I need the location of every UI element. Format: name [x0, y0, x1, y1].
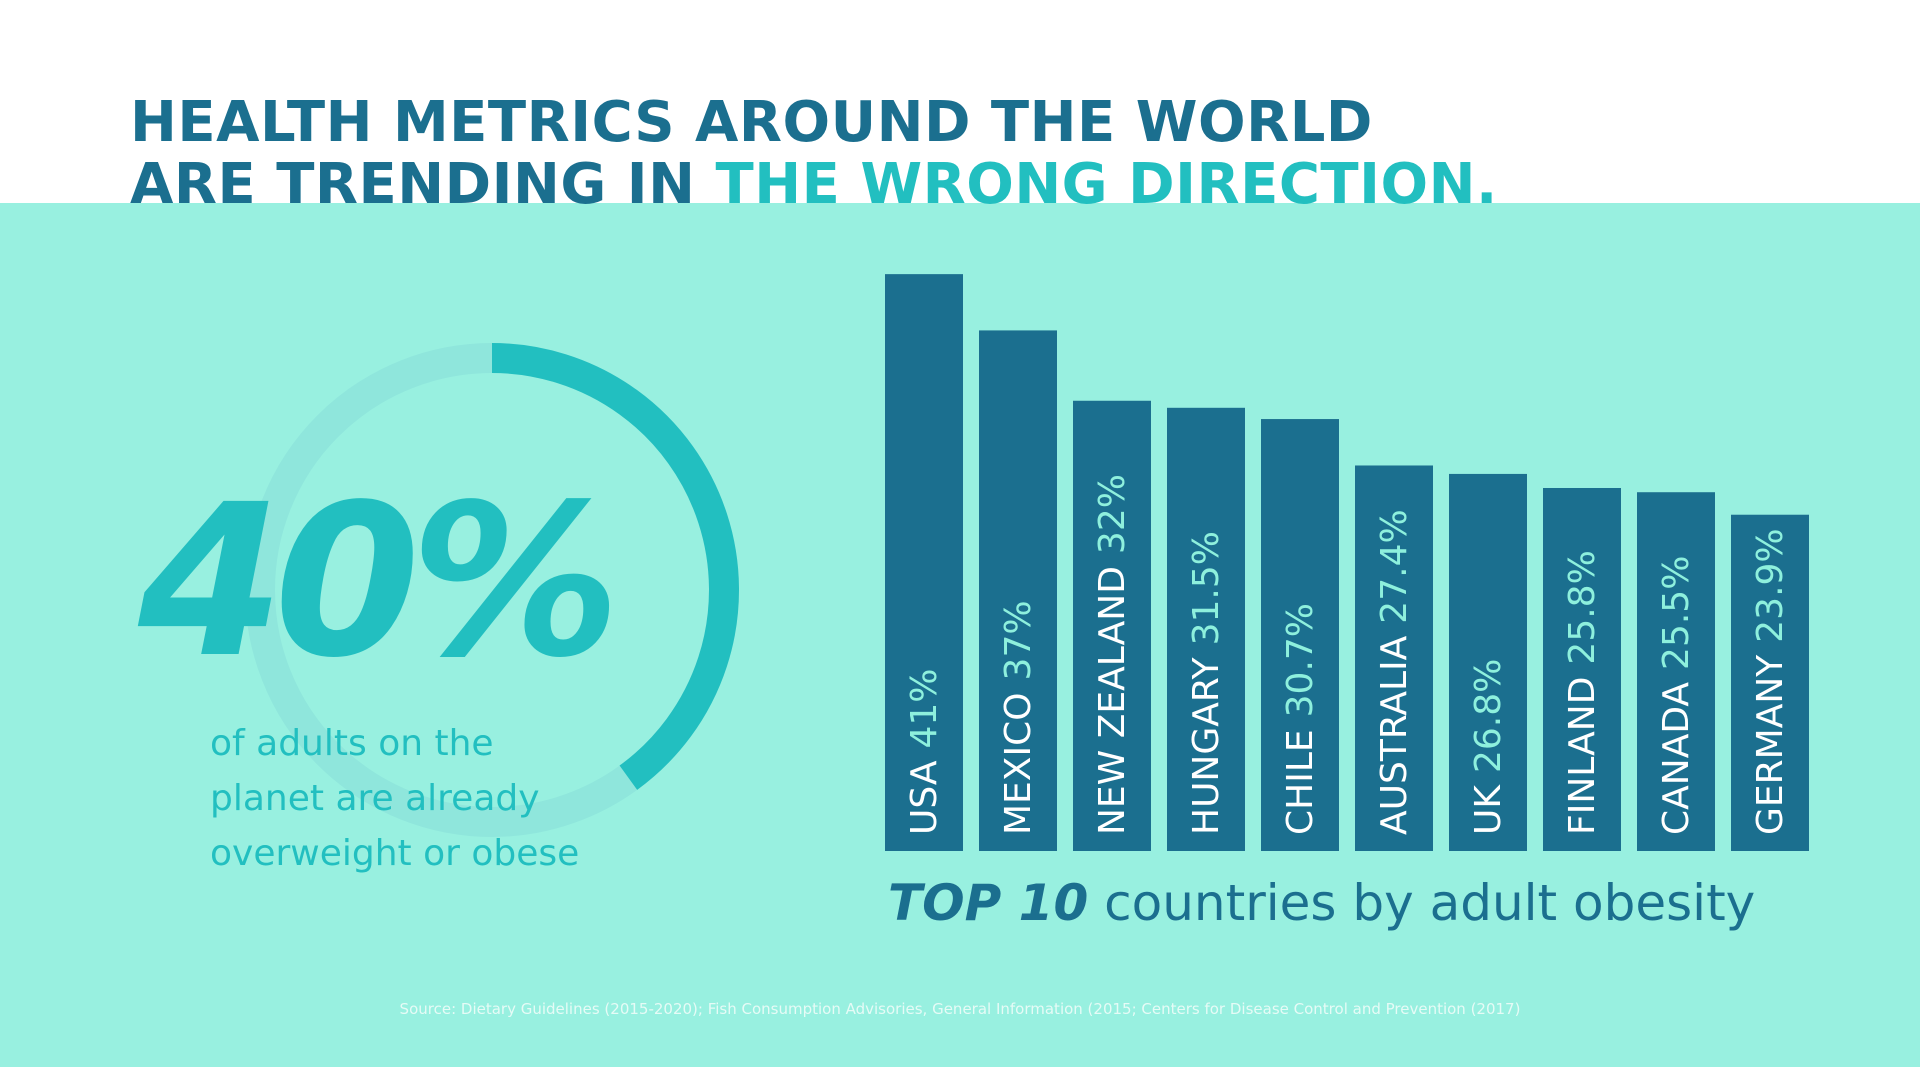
bar-label-uk: UK 26.8%: [1468, 659, 1509, 835]
bar-value-new-zealand: 32%: [1092, 474, 1133, 554]
headline-line-1: HEALTH METRICS AROUND THE WORLD: [130, 90, 1373, 155]
bar-new-zealand: [1073, 400, 1151, 851]
bar-category-new-zealand: NEW ZEALAND: [1092, 566, 1133, 835]
bar-category-canada: CANADA: [1656, 682, 1697, 835]
bar-label-finland: FINLAND 25.8%: [1562, 550, 1603, 835]
stat-caption-line-1: of adults on the: [210, 723, 494, 764]
bar-label-new-zealand: NEW ZEALAND 32%: [1092, 474, 1133, 835]
bar-label-mexico: MEXICO 37%: [998, 600, 1039, 835]
headline: HEALTH METRICS AROUND THE WORLD ARE TREN…: [130, 92, 1498, 216]
bar-australia: [1355, 465, 1433, 851]
bar-label-chile: CHILE 30.7%: [1280, 603, 1321, 835]
bar-hungary: [1167, 407, 1245, 851]
bar-value-canada: 25.5%: [1656, 556, 1697, 670]
chart-title: TOP 10 countries by adult obesity: [888, 868, 1755, 938]
source-note: Source: Dietary Guidelines (2015-2020); …: [399, 1000, 1521, 1018]
bar-usa: [885, 274, 963, 851]
bar-label-hungary: HUNGARY 31.5%: [1186, 531, 1227, 835]
bar-canada: [1637, 492, 1715, 851]
bar-category-australia: AUSTRALIA: [1374, 635, 1415, 835]
progress-ring-arc: [491, 343, 739, 790]
bar-label-germany: GERMANY 23.9%: [1750, 528, 1791, 835]
bar-chile: [1261, 419, 1339, 851]
bar-value-mexico: 37%: [998, 600, 1039, 680]
chart-title-rest: countries by adult obesity: [1088, 874, 1756, 932]
stat-caption-line-2: planet are already: [210, 778, 540, 819]
headline-line-2-highlight: THE WRONG DIRECTION.: [715, 152, 1498, 217]
bar-category-finland: FINLAND: [1562, 677, 1603, 835]
bar-label-australia: AUSTRALIA 27.4%: [1374, 509, 1415, 835]
bar-category-germany: GERMANY: [1750, 654, 1791, 835]
bar-finland: [1543, 487, 1621, 851]
bar-category-mexico: MEXICO: [998, 692, 1039, 835]
chart-title-emphasis: TOP 10: [888, 874, 1089, 932]
stat-caption-line-3: overweight or obese: [210, 833, 580, 874]
bar-label-canada: CANADA 25.5%: [1656, 556, 1697, 835]
bar-mexico: [979, 330, 1057, 851]
bar-germany: [1731, 514, 1809, 851]
bar-value-chile: 30.7%: [1280, 603, 1321, 717]
stat-value: 40%: [138, 459, 621, 704]
bar-value-australia: 27.4%: [1374, 509, 1415, 623]
bar-category-uk: UK: [1468, 784, 1509, 835]
bar-value-germany: 23.9%: [1750, 528, 1791, 642]
bar-value-finland: 25.8%: [1562, 550, 1603, 664]
stat-caption: of adults on the planet are already over…: [210, 716, 670, 881]
headline-line-2-prefix: ARE TRENDING IN: [130, 152, 716, 217]
bar-value-hungary: 31.5%: [1186, 531, 1227, 645]
bar-uk: [1449, 473, 1527, 851]
bar-category-usa: USA: [904, 760, 945, 835]
bar-category-hungary: HUNGARY: [1186, 656, 1227, 835]
bar-label-usa: USA 41%: [904, 668, 945, 835]
bar-value-usa: 41%: [904, 668, 945, 748]
bar-category-chile: CHILE: [1280, 729, 1321, 835]
bar-value-uk: 26.8%: [1468, 659, 1509, 773]
